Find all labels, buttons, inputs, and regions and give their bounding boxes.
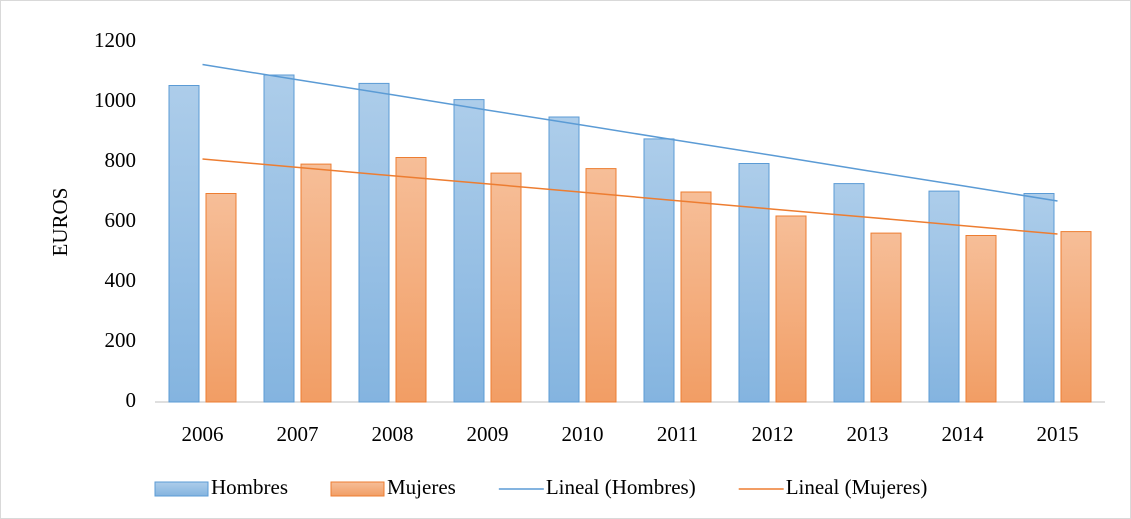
x-tick-label: 2013 <box>847 422 889 446</box>
x-tick-label: 2012 <box>752 422 794 446</box>
bar <box>833 183 865 403</box>
legend-label: Lineal (Hombres) <box>546 475 696 499</box>
y-tick-label: 600 <box>105 208 137 232</box>
bar <box>1023 193 1055 403</box>
bar <box>548 116 580 403</box>
x-tick-label: 2008 <box>372 422 414 446</box>
y-tick-label: 400 <box>105 268 137 292</box>
bar <box>928 190 960 403</box>
x-tick-label: 2015 <box>1037 422 1079 446</box>
legend-swatch <box>154 481 209 497</box>
bar <box>1060 231 1092 403</box>
bar <box>205 193 237 403</box>
x-tick-label: 2011 <box>657 422 698 446</box>
legend-label: Hombres <box>211 475 288 499</box>
y-tick-label: 200 <box>105 328 137 352</box>
bar <box>168 85 200 403</box>
legend-swatch <box>330 481 385 497</box>
bar <box>585 168 617 403</box>
y-tick-label: 0 <box>126 388 137 412</box>
y-tick-label: 1200 <box>94 28 136 52</box>
y-tick-label: 800 <box>105 148 137 172</box>
trend-line <box>202 63 1058 202</box>
trend-line <box>202 158 1058 235</box>
bar <box>490 172 522 403</box>
bar <box>738 163 770 403</box>
x-tick-label: 2009 <box>467 422 509 446</box>
x-tick-label: 2006 <box>182 422 224 446</box>
bar <box>680 191 712 403</box>
bar <box>453 99 485 403</box>
bar <box>263 74 295 403</box>
bar <box>643 138 675 403</box>
bar <box>870 232 902 403</box>
bar <box>965 235 997 403</box>
x-tick-label: 2010 <box>562 422 604 446</box>
bar <box>358 82 390 403</box>
legend-label: Lineal (Mujeres) <box>786 475 928 499</box>
x-tick-label: 2007 <box>277 422 319 446</box>
bar <box>775 215 807 403</box>
bar <box>395 157 427 403</box>
x-tick-label: 2014 <box>942 422 985 446</box>
y-axis-label: EUROS <box>48 188 72 257</box>
y-tick-label: 1000 <box>94 88 136 112</box>
legend-label: Mujeres <box>387 475 456 499</box>
bar <box>300 163 332 403</box>
